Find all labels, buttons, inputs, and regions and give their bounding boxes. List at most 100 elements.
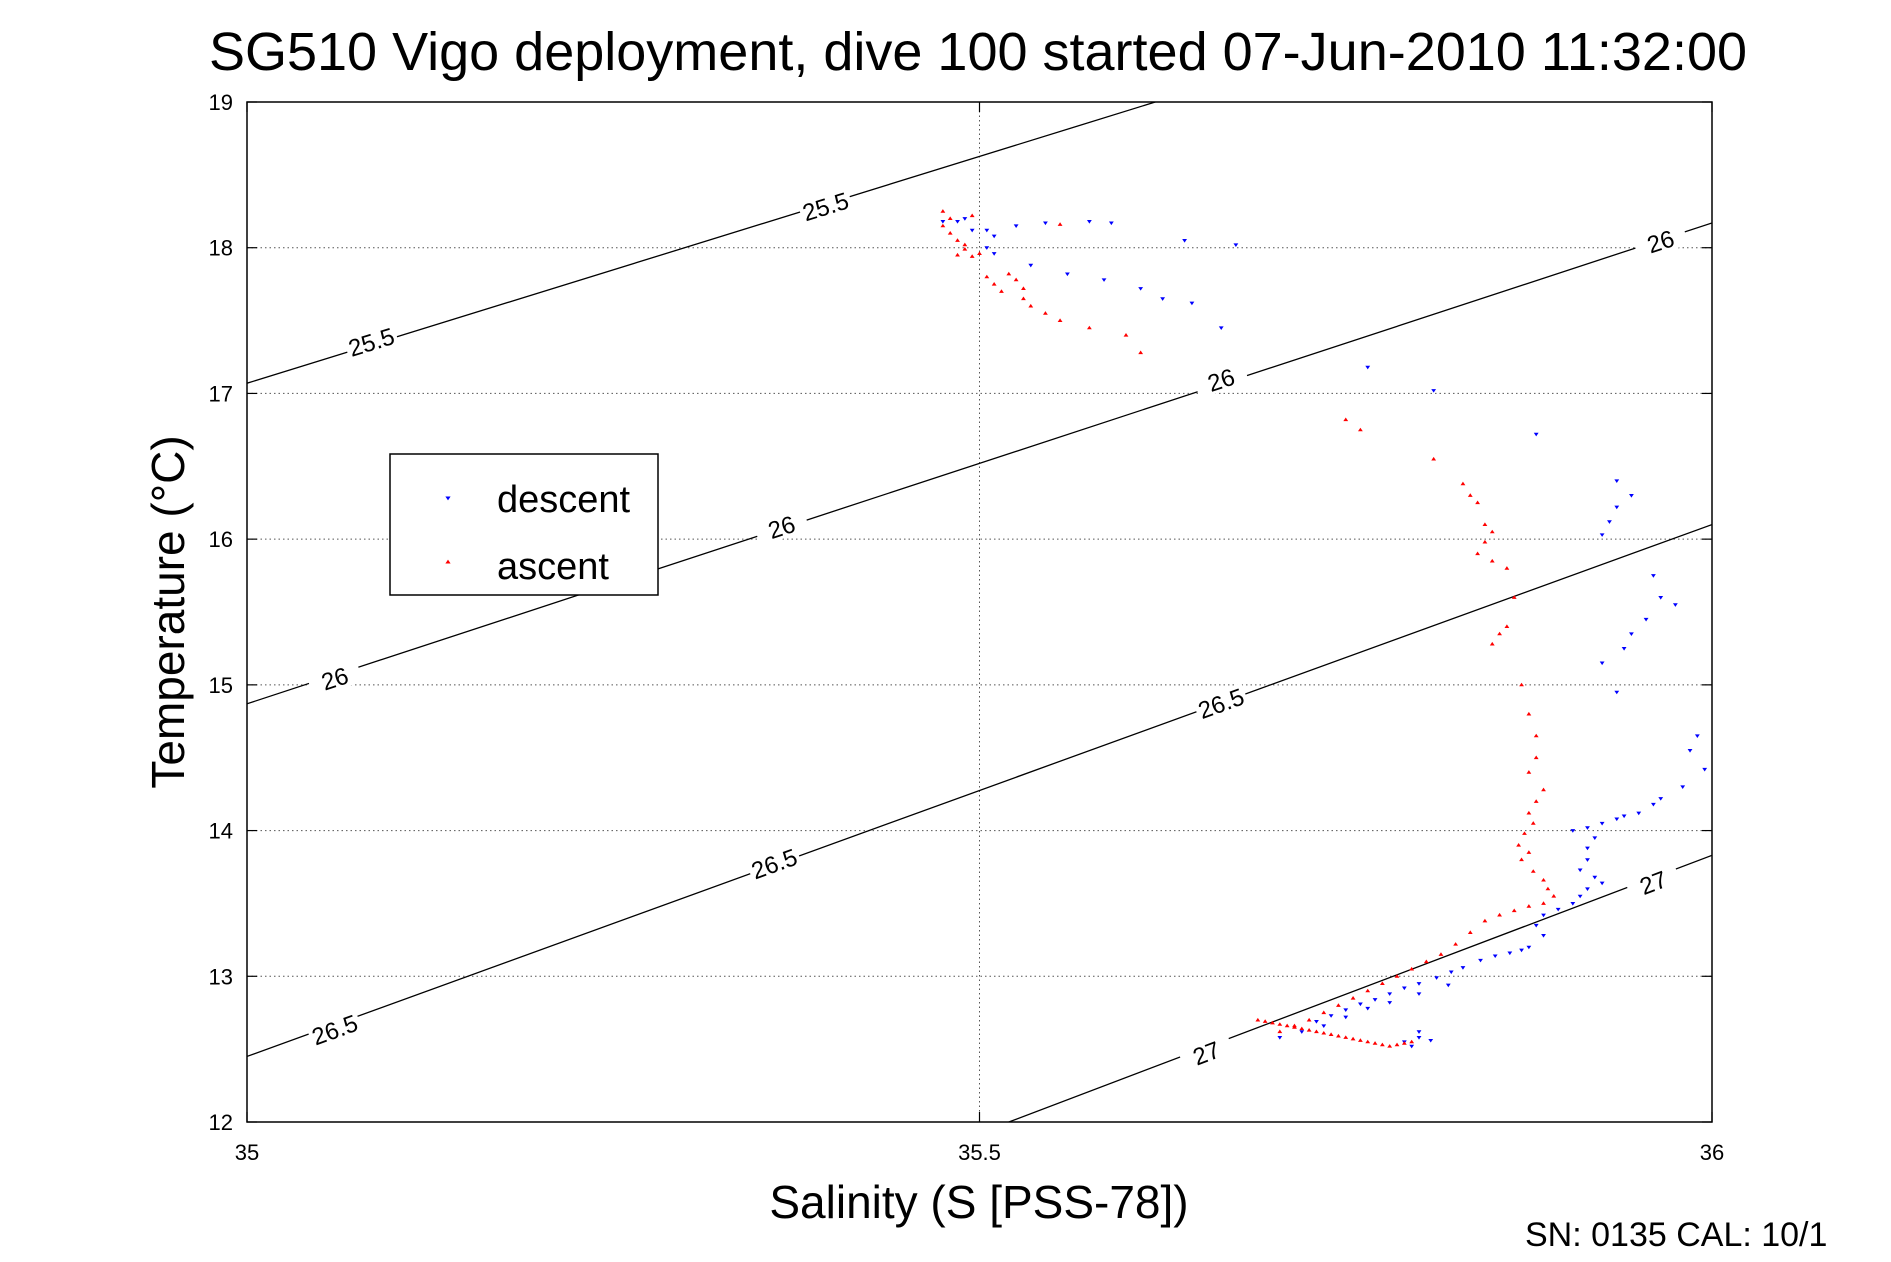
x-axis-label: Salinity (S [PSS-78]) <box>769 1176 1188 1228</box>
data-point-descent <box>1343 1015 1349 1020</box>
data-point-descent <box>1321 1024 1327 1028</box>
data-point-descent <box>1599 661 1605 666</box>
data-point-ascent <box>1526 904 1532 908</box>
data-point-descent <box>969 228 975 233</box>
data-point-descent <box>1372 998 1378 1002</box>
data-point-descent <box>962 217 968 221</box>
data-point-descent <box>1621 646 1627 651</box>
legend-marker-descent <box>445 496 451 501</box>
data-point-descent <box>1555 907 1561 912</box>
data-point-descent <box>1365 1006 1371 1011</box>
data-point-descent <box>1218 326 1224 331</box>
serial-calibration-label: SN: 0135 CAL: 10/1 <box>1525 1216 1827 1254</box>
isopycnal-label-bg <box>745 842 803 884</box>
data-point-descent <box>1138 287 1144 291</box>
data-point-ascent <box>1522 831 1527 835</box>
isopycnal-label-bg <box>752 507 810 547</box>
data-point-descent <box>1585 846 1590 851</box>
data-point-ascent <box>1438 952 1444 956</box>
data-point-ascent <box>1489 558 1495 563</box>
isopycnal-label-bg <box>1177 1032 1235 1074</box>
data-point-descent <box>1651 574 1656 578</box>
data-point-ascent <box>962 242 968 247</box>
data-point-ascent <box>1358 427 1363 432</box>
legend-marker-ascent <box>445 559 451 564</box>
data-point-descent <box>1086 220 1092 224</box>
data-point-ascent <box>1379 981 1385 986</box>
x-tick-label: 35 <box>235 1140 259 1165</box>
data-point-descent <box>1614 479 1620 484</box>
data-point-descent <box>1416 1036 1422 1040</box>
data-point-ascent <box>1541 787 1546 792</box>
data-point-ascent <box>1321 1010 1327 1015</box>
isopycnal-line <box>247 222 1712 705</box>
data-point-ascent <box>1533 799 1539 803</box>
data-point-ascent <box>1350 995 1356 1000</box>
data-point-descent <box>1694 734 1700 739</box>
data-point-ascent <box>1328 1032 1334 1037</box>
data-point-ascent <box>1350 1036 1356 1041</box>
data-point-ascent <box>1343 1035 1349 1039</box>
isopycnal-label-bg <box>1192 682 1250 724</box>
data-point-descent <box>1160 297 1166 301</box>
data-point-ascent <box>1482 522 1488 527</box>
data-point-descent <box>1629 493 1634 498</box>
data-point-descent <box>1592 875 1598 880</box>
isopycnal-line <box>1008 854 1712 1122</box>
isopycnal-label-bg <box>1192 359 1250 399</box>
chart-title: SG510 Vigo deployment, dive 100 started … <box>209 22 1747 82</box>
data-point-ascent <box>1394 1042 1400 1047</box>
data-point-descent <box>1658 797 1664 801</box>
data-point-descent <box>1189 301 1195 306</box>
data-point-descent <box>1101 278 1107 282</box>
y-tick-label: 14 <box>209 819 233 844</box>
data-point-descent <box>955 220 960 224</box>
y-tick-label: 18 <box>209 236 233 261</box>
data-point-descent <box>1570 829 1576 833</box>
y-tick-label: 12 <box>209 1110 233 1135</box>
isopycnal-label-bg <box>306 658 364 698</box>
data-point-ascent <box>1489 641 1495 646</box>
data-point-ascent <box>1277 1022 1283 1026</box>
data-point-descent <box>1358 1002 1363 1007</box>
data-point-ascent <box>1262 1019 1268 1023</box>
data-point-ascent <box>1526 770 1532 774</box>
data-point-descent <box>1614 505 1620 510</box>
data-point-ascent <box>1526 810 1532 815</box>
data-point-ascent <box>1409 966 1415 971</box>
data-point-ascent <box>1453 942 1459 946</box>
x-tick-label: 35.5 <box>958 1140 1001 1165</box>
data-point-descent <box>1702 767 1708 772</box>
data-point-ascent <box>1358 1038 1363 1042</box>
data-point-ascent <box>1306 1028 1312 1032</box>
data-point-descent <box>1614 690 1620 695</box>
y-tick-label: 17 <box>209 381 233 406</box>
data-point-ascent <box>1497 631 1502 636</box>
data-point-descent <box>1621 814 1627 819</box>
data-point-descent <box>1065 272 1070 277</box>
data-point-descent <box>1460 966 1466 970</box>
grid-lines <box>247 102 1712 1122</box>
data-point-ascent <box>1467 930 1473 935</box>
legend-label-descent: descent <box>497 479 631 521</box>
data-point-descent <box>1687 748 1693 753</box>
data-point-descent <box>1043 221 1048 226</box>
data-point-descent <box>991 234 997 239</box>
data-point-descent <box>1028 263 1034 268</box>
data-point-ascent <box>1006 271 1012 276</box>
data-point-descent <box>1585 887 1590 892</box>
data-point-descent <box>1570 901 1576 906</box>
data-point-descent <box>1651 802 1656 807</box>
data-point-ascent <box>1086 325 1092 330</box>
data-point-ascent <box>1321 1030 1327 1035</box>
data-points <box>940 209 1708 1049</box>
data-point-ascent <box>1379 1042 1385 1047</box>
data-point-ascent <box>1299 1026 1305 1031</box>
data-point-descent <box>1416 982 1422 986</box>
data-point-ascent <box>1551 893 1557 898</box>
data-point-ascent <box>1372 1041 1378 1045</box>
legend: descent ascent <box>389 453 659 596</box>
data-point-descent <box>1013 224 1019 229</box>
data-point-ascent <box>1516 842 1522 847</box>
data-point-descent <box>1607 520 1612 524</box>
